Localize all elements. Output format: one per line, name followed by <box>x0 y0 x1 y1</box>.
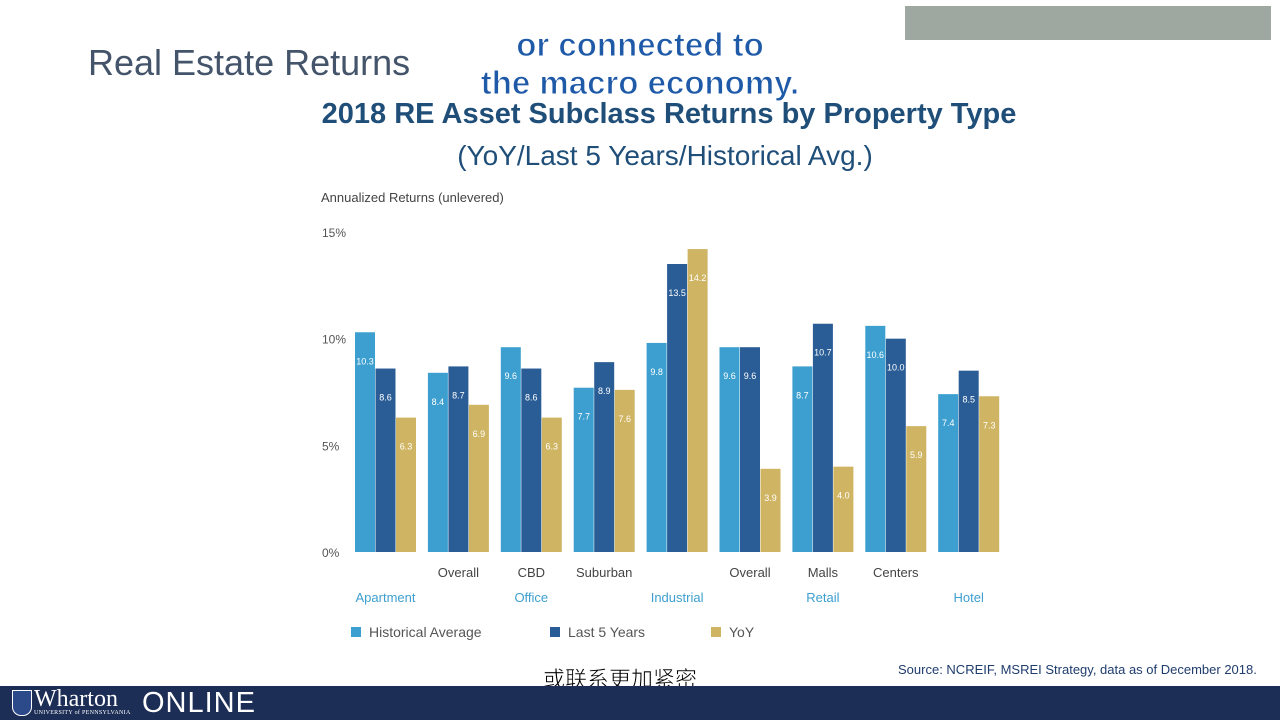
bar-data-label: 13.5 <box>668 288 686 298</box>
bar <box>375 368 396 552</box>
y-tick-label: 10% <box>322 333 346 347</box>
legend-swatch-yoy <box>711 627 721 637</box>
legend-item-historical-average: Historical Average <box>351 624 482 640</box>
x-category-label: Centers <box>873 565 919 580</box>
bar-data-label: 7.7 <box>577 412 590 422</box>
bar <box>938 394 959 552</box>
bar-data-label: 5.9 <box>910 450 923 460</box>
footer-bar <box>0 686 1280 720</box>
bar <box>865 325 886 552</box>
bar <box>614 389 635 552</box>
bar <box>521 368 542 552</box>
bar-data-label: 8.6 <box>379 393 392 403</box>
bar <box>979 396 1000 552</box>
bar-data-label: 7.6 <box>618 414 631 424</box>
chart-subtitle: (YoY/Last 5 Years/Historical Avg.) <box>457 140 873 171</box>
wharton-logo-text: Wharton <box>34 686 118 712</box>
bar <box>355 332 375 552</box>
bar-data-label: 6.3 <box>546 442 559 452</box>
legend-label-yoy: YoY <box>729 624 755 640</box>
x-category-label: Suburban <box>576 565 632 580</box>
x-category-label: Overall <box>438 565 479 580</box>
english-subtitle-caption: or connected to the macro economy. <box>440 26 840 102</box>
x-group-label: Office <box>514 590 548 605</box>
bar-data-label: 10.6 <box>867 350 885 360</box>
chart-title: 2018 RE Asset Subclass Returns by Proper… <box>321 98 1017 130</box>
bar-data-label: 8.5 <box>962 395 975 405</box>
legend-item-yoy: YoY <box>711 624 754 640</box>
bar-data-label: 8.7 <box>452 390 465 400</box>
bar-data-label: 10.7 <box>814 348 832 358</box>
bar <box>719 347 740 552</box>
bar <box>448 366 469 552</box>
bar-data-label: 9.6 <box>505 371 518 381</box>
bar <box>427 372 448 552</box>
bar <box>541 417 562 552</box>
legend-label-last5: Last 5 Years <box>568 624 646 640</box>
penn-shield-icon <box>12 690 32 716</box>
bar <box>667 264 688 552</box>
bar-data-label: 10.0 <box>887 363 905 373</box>
bar-data-label: 8.9 <box>598 386 611 396</box>
bar-data-label: 6.9 <box>473 429 486 439</box>
bar-data-label: 6.3 <box>400 442 413 452</box>
bar <box>594 362 615 552</box>
x-group-label: Apartment <box>356 590 416 605</box>
bar-data-label: 8.6 <box>525 393 538 403</box>
bar-data-label: 8.4 <box>432 397 445 407</box>
penn-logo-subtext: UNIVERSITY of PENNSYLVANIA <box>34 710 131 716</box>
bar <box>468 404 489 552</box>
bar <box>573 387 594 552</box>
online-logo-text: ONLINE <box>142 687 256 719</box>
bar <box>760 468 781 552</box>
bar <box>740 347 760 552</box>
y-tick-label: 5% <box>322 439 340 453</box>
caption-line-1: or connected to <box>516 26 765 64</box>
bar <box>906 426 927 552</box>
gray-overlay-box <box>905 6 1271 40</box>
bar-data-label: 7.4 <box>942 418 955 428</box>
y-axis-label: Annualized Returns (unlevered) <box>321 190 504 205</box>
bar-data-label: 10.3 <box>356 356 374 366</box>
bar-data-label: 7.3 <box>983 420 996 430</box>
bar <box>833 466 854 552</box>
x-group-label: Retail <box>806 590 839 605</box>
bar <box>500 347 521 552</box>
section-title: Real Estate Returns <box>88 42 411 83</box>
bar-data-label: 9.6 <box>744 371 757 381</box>
x-group-label: Hotel <box>954 590 984 605</box>
bar-data-label: 9.8 <box>650 367 663 377</box>
legend-item-last-5-years: Last 5 Years <box>550 624 645 640</box>
x-category-label: Malls <box>808 565 839 580</box>
bar <box>792 366 813 552</box>
legend-label-historical: Historical Average <box>369 624 482 640</box>
bar-data-label: 4.0 <box>837 491 850 501</box>
bar-data-label: 3.9 <box>764 493 777 503</box>
bar-data-label: 14.2 <box>689 273 707 283</box>
y-tick-label: 0% <box>322 546 340 560</box>
bar <box>646 342 667 552</box>
bar <box>687 249 708 553</box>
caption-line-2: the macro economy. <box>480 64 800 102</box>
source-note: Source: NCREIF, MSREI Strategy, data as … <box>898 662 1257 677</box>
legend-swatch-historical <box>351 627 361 637</box>
y-tick-label: 15% <box>322 226 346 240</box>
bar-data-label: 8.7 <box>796 390 809 400</box>
bar <box>958 370 979 552</box>
bar <box>396 417 416 552</box>
bar <box>885 338 906 552</box>
x-category-label: Overall <box>729 565 770 580</box>
legend-swatch-last5 <box>550 627 560 637</box>
bar-data-label: 9.6 <box>723 371 736 381</box>
x-group-label: Industrial <box>651 590 704 605</box>
bar <box>812 323 833 552</box>
x-category-label: CBD <box>518 565 545 580</box>
